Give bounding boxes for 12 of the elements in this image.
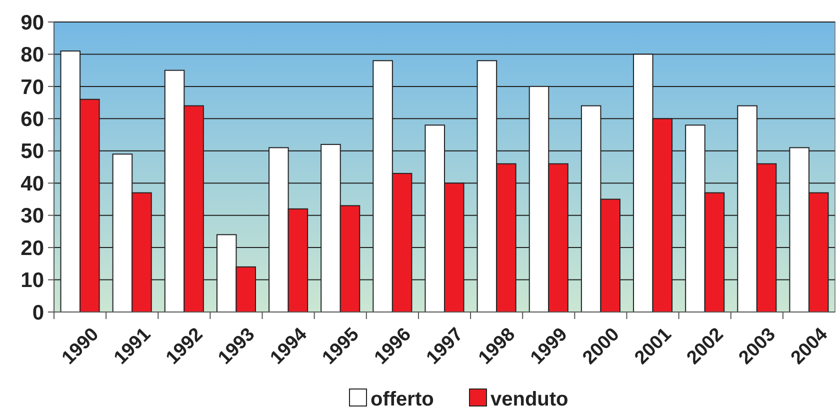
legend-label: offerto: [370, 388, 434, 411]
legend-label: venduto: [490, 388, 568, 411]
y-tick-label: 30: [20, 204, 44, 228]
y-tick-label: 40: [20, 172, 44, 196]
y-tick-label: 70: [20, 76, 44, 99]
y-tick-label: 10: [20, 269, 44, 292]
y-tick-label: 50: [20, 140, 44, 164]
y-tick-label: 0: [32, 301, 44, 324]
y-tick-label: 60: [20, 108, 44, 132]
y-tick-label: 80: [20, 44, 44, 67]
y-tick-label: 20: [20, 236, 44, 260]
y-tick-label: 90: [20, 11, 44, 34]
